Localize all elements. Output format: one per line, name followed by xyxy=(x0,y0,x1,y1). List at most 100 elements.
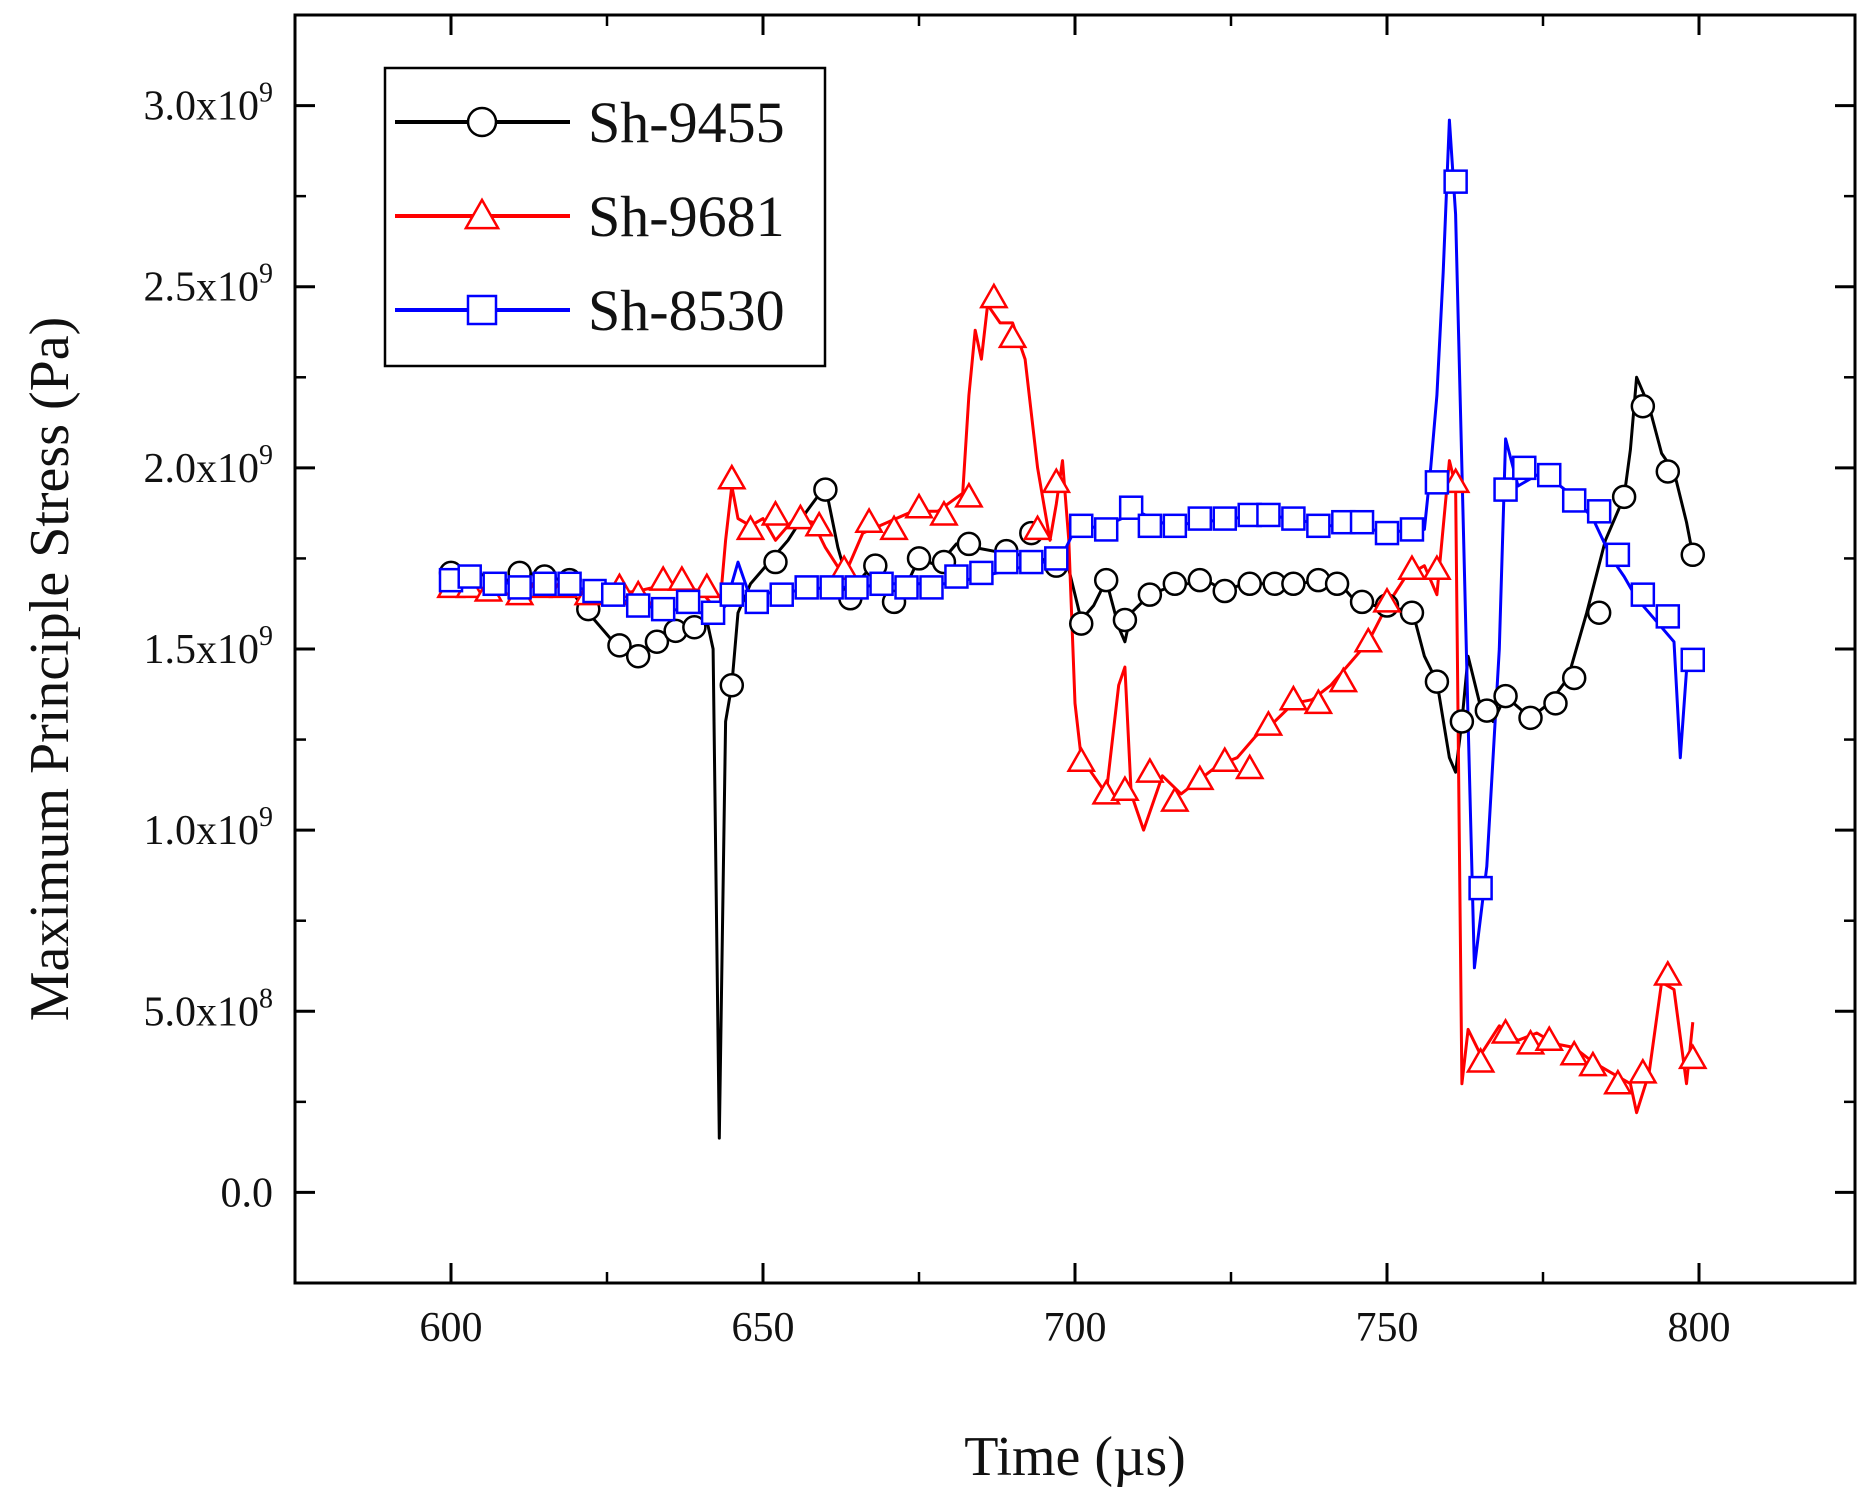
axis-ticks xyxy=(295,15,1855,1283)
data-point-sh-9681 xyxy=(1677,1043,1708,1070)
data-point-sh-9681 xyxy=(1578,1050,1608,1077)
data-point-sh-8530 xyxy=(507,575,532,600)
data-point-sh-9455 xyxy=(719,672,745,698)
data-point-sh-8530 xyxy=(482,571,507,597)
data-point-sh-9455 xyxy=(1630,394,1656,419)
x-tick-label: 650 xyxy=(732,1305,795,1351)
y-tick-mantissa: 1.5x10 xyxy=(144,627,260,673)
data-point-sh-9455 xyxy=(1324,571,1350,597)
data-point-sh-8530 xyxy=(1399,517,1425,542)
data-point-sh-8530 xyxy=(994,549,1019,575)
data-point-sh-9455 xyxy=(1237,571,1262,597)
data-point-sh-9681 xyxy=(1490,1017,1521,1044)
data-point-sh-9681 xyxy=(1372,586,1402,613)
data-point-sh-9455 xyxy=(644,629,670,655)
data-point-sh-9455 xyxy=(1399,600,1425,626)
data-point-sh-9681 xyxy=(692,572,722,599)
data-point-sh-9681 xyxy=(954,481,984,508)
data-point-sh-8530 xyxy=(1118,495,1144,520)
data-point-sh-9681 xyxy=(1135,757,1165,783)
data-point-sh-9681 xyxy=(1278,684,1309,711)
data-point-sh-9455 xyxy=(1655,459,1681,484)
data-point-sh-9681 xyxy=(1022,514,1053,541)
data-point-sh-8530 xyxy=(794,575,819,600)
data-point-sh-8530 xyxy=(457,564,482,589)
data-point-sh-9455 xyxy=(625,643,651,669)
data-point-sh-8530 xyxy=(1536,462,1562,488)
data-point-sh-9681 xyxy=(667,564,697,591)
data-point-sh-9455 xyxy=(1424,669,1450,694)
data-point-sh-8530 xyxy=(744,589,770,615)
y-tick-label: 2.5x109 xyxy=(144,259,274,311)
y-tick-exponent: 9 xyxy=(259,78,273,109)
y-tick-exponent: 9 xyxy=(259,440,273,471)
data-point-sh-9455 xyxy=(1449,709,1475,734)
data-point-sh-9455 xyxy=(1518,705,1543,731)
data-point-sh-9455 xyxy=(1493,683,1518,709)
data-point-sh-9455 xyxy=(1349,589,1375,615)
data-point-sh-8530 xyxy=(719,582,745,607)
data-point-sh-8530 xyxy=(1162,513,1188,539)
data-point-sh-9681 xyxy=(1303,688,1334,715)
data-point-sh-8530 xyxy=(532,571,557,597)
y-tick-mantissa: 0.0 xyxy=(221,1170,274,1216)
data-point-sh-9681 xyxy=(1603,1068,1633,1095)
y-axis-title: Maximum Principle Stress (Pa) xyxy=(19,317,81,1022)
y-tick-label: 0.0 xyxy=(221,1170,274,1216)
y-tick-mantissa: 3.0x10 xyxy=(144,84,260,130)
data-point-sh-9455 xyxy=(1137,582,1163,607)
y-tick-label: 5.0x108 xyxy=(144,983,274,1035)
data-point-sh-9681 xyxy=(1110,775,1140,802)
legend-label: Sh-9455 xyxy=(588,90,785,155)
data-point-sh-8530 xyxy=(1187,506,1213,531)
data-point-sh-8530 xyxy=(1349,509,1375,535)
x-tick-label: 800 xyxy=(1668,1305,1731,1351)
data-point-sh-9681 xyxy=(785,503,816,530)
tick-labels: 600 650 700 750 8000.05.0x1081.0x1091.5x1092… xyxy=(144,78,1731,1351)
data-point-sh-8530 xyxy=(1281,506,1306,531)
data-point-sh-9455 xyxy=(1212,578,1238,604)
data-point-sh-8530 xyxy=(650,596,676,622)
data-point-sh-9681 xyxy=(1440,467,1471,494)
data-point-sh-8530 xyxy=(600,582,626,607)
data-point-sh-9455 xyxy=(1611,484,1637,510)
y-tick-label: 1.5x109 xyxy=(144,621,274,673)
legend-label: Sh-9681 xyxy=(588,184,785,249)
data-point-sh-8530 xyxy=(1093,517,1119,542)
data-point-sh-8530 xyxy=(1561,488,1587,513)
data-point-sh-9455 xyxy=(1474,698,1500,723)
data-point-sh-9455 xyxy=(956,531,982,557)
data-point-sh-9681 xyxy=(1234,753,1265,780)
y-tick-label: 2.0x109 xyxy=(144,440,274,492)
data-point-sh-9681 xyxy=(1253,709,1284,736)
data-point-sh-9681 xyxy=(1041,467,1072,494)
data-point-sh-9681 xyxy=(997,322,1028,349)
data-point-sh-8530 xyxy=(625,593,651,618)
legend-marker-sh-9681 xyxy=(463,197,501,230)
data-point-sh-9455 xyxy=(1162,571,1188,597)
data-point-sh-9681 xyxy=(1422,554,1452,581)
y-tick-mantissa: 1.0x10 xyxy=(144,808,260,854)
data-point-sh-9455 xyxy=(813,477,838,502)
x-tick-label: 600 xyxy=(420,1305,483,1351)
legend-marker-sh-8530 xyxy=(466,294,498,326)
data-point-sh-8530 xyxy=(1374,520,1400,546)
data-point-sh-9455 xyxy=(1586,600,1612,626)
data-point-sh-9681 xyxy=(979,282,1009,309)
y-tick-exponent: 8 xyxy=(259,983,273,1014)
data-point-sh-8530 xyxy=(1019,549,1044,575)
y-tick-exponent: 9 xyxy=(259,802,273,833)
data-point-sh-8530 xyxy=(944,564,969,589)
legend-label: Sh-8530 xyxy=(588,278,785,343)
data-point-sh-9681 xyxy=(716,463,747,490)
data-point-sh-8530 xyxy=(1068,513,1094,539)
data-point-sh-9455 xyxy=(1543,691,1568,716)
data-point-sh-8530 xyxy=(1443,169,1468,194)
data-point-sh-8530 xyxy=(1044,546,1069,571)
data-point-sh-9455 xyxy=(607,633,632,658)
data-point-sh-9681 xyxy=(1184,764,1215,791)
y-tick-mantissa: 2.0x10 xyxy=(144,446,260,492)
data-point-sh-8530 xyxy=(1256,502,1281,528)
data-point-sh-9455 xyxy=(763,549,788,575)
y-tick-mantissa: 2.5x10 xyxy=(144,265,260,311)
